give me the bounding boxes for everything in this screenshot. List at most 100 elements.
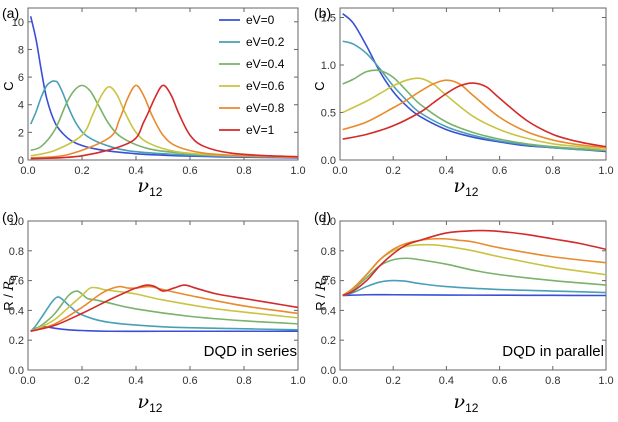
panel-b: (b) C 0.0 0.2 0.4 0.6 0.8 1.0 0.0 0.5 1.0 1.5 ν12 [312, 5, 614, 199]
x-tick-label: 0.2 [74, 375, 89, 387]
series-line-ev-0-6 [30, 286, 298, 333]
legend-entry: eV=0.8 [246, 101, 285, 115]
x-tick-label: 0.8 [545, 375, 560, 387]
panel-d: (d) R / Rq 0.0 0.2 0.4 0.6 0.8 1.00.00.20.40.… [313, 209, 614, 415]
panel-a-xlabel: ν12 [138, 175, 163, 199]
legend-entry: eV=1 [246, 123, 275, 137]
y-tick-label: 1.0 [9, 216, 24, 228]
x-tick-label: 1.0 [598, 375, 613, 387]
y-tick-label: 10 [12, 17, 24, 29]
panel-d-annotation: DQD in parallel [502, 343, 604, 360]
y-tick-label: 0.4 [9, 305, 24, 317]
series-line-ev-0-2 [342, 279, 606, 297]
panel-c-ylabel: R / Rq [1, 275, 19, 311]
y-tick-label: 0.0 [321, 155, 336, 167]
y-tick-label: 0 [18, 155, 24, 167]
series-line-ev-1 [342, 229, 606, 297]
panel-c-annotation: DQD in series [204, 343, 297, 360]
x-tick-label: 0.6 [182, 165, 197, 177]
panel-c-label: (c) [2, 209, 18, 225]
panel-c: (c) R / Rq 0.0 0.2 0.4 0.6 0.8 1.0 0.0 0.2 0.4 0.… [1, 209, 306, 415]
panel-d-label: (d) [314, 209, 331, 225]
series-line-ev-1 [342, 82, 606, 148]
x-tick-label: 0.6 [492, 165, 507, 177]
y-tick-label: 1.0 [321, 60, 336, 72]
panel-b-axes: 0.0 0.2 0.4 0.6 0.8 1.0 0.0 0.5 1.0 1.5 [321, 7, 614, 177]
x-tick-label: 0.8 [545, 165, 560, 177]
x-tick-label: 0.4 [128, 375, 143, 387]
x-tick-label: 0.8 [236, 165, 251, 177]
series-line-ev-1 [30, 284, 298, 333]
x-tick-label: 0.0 [20, 375, 35, 387]
panel-d-axes: 0.0 0.2 0.4 0.6 0.8 1.0 0.0 0.2 0.4 0.6 0.8 1.0 [321, 216, 614, 387]
panel-d-xlabel: ν12 [454, 391, 479, 415]
series-line-ev-1 [30, 84, 298, 160]
x-tick-label: 0.0 [332, 165, 347, 177]
y-tick-label: 4 [18, 100, 24, 112]
panel-d-ylabel: R / Rq [313, 275, 331, 311]
y-tick-label: 0.6 [321, 276, 336, 288]
panel-a-series [29, 16, 298, 160]
y-tick-label: 0.8 [9, 246, 24, 258]
x-tick-label: 0.8 [236, 375, 251, 387]
series-line-ev-0-8 [342, 237, 606, 297]
series-line-ev-0-2 [29, 80, 298, 159]
y-tick-label: 1.0 [321, 216, 336, 228]
x-tick-label: 0.0 [332, 375, 347, 387]
x-tick-label: 0.4 [439, 165, 454, 177]
y-tick-label: 2 [18, 127, 24, 139]
series-line-ev-0-4 [342, 69, 606, 152]
y-tick-label: 0.0 [321, 365, 336, 377]
legend-entry: eV=0.6 [246, 79, 285, 93]
x-tick-label: 0.4 [439, 375, 454, 387]
y-tick-label: 8 [18, 44, 24, 56]
legend: eV=0 eV=0.2 eV=0.4 eV=0.6 eV=0.8 eV=1 [219, 13, 285, 137]
x-tick-label: 1.0 [290, 165, 305, 177]
y-tick-label: 0.8 [321, 246, 336, 258]
panel-a-frame [27, 7, 299, 161]
series-line-ev-0 [342, 293, 606, 297]
panel-b-xlabel: ν12 [454, 175, 479, 199]
series-line-ev-0-2 [30, 296, 298, 332]
x-tick-label: 1.0 [290, 375, 305, 387]
legend-entry: eV=0 [246, 13, 275, 27]
y-tick-label: 0.5 [321, 108, 336, 120]
panel-b-frame [339, 7, 607, 161]
x-tick-label: 0.0 [20, 165, 35, 177]
x-tick-label: 0.2 [74, 165, 89, 177]
panel-d-series [342, 229, 606, 297]
series-line-ev-0-8 [30, 84, 298, 159]
series-line-ev-0-2 [342, 40, 606, 152]
y-tick-label: 6 [18, 72, 24, 84]
panel-b-series [342, 13, 606, 153]
y-tick-label: 0.4 [321, 305, 336, 317]
series-line-ev-0-4 [342, 257, 606, 297]
x-tick-label: 0.6 [182, 375, 197, 387]
panel-c-axes: 0.0 0.2 0.4 0.6 0.8 1.0 0.0 0.2 0.4 0.6 0.8 1.0 [9, 216, 306, 387]
x-tick-label: 0.6 [492, 375, 507, 387]
x-tick-label: 1.0 [598, 165, 613, 177]
y-tick-label: 0.2 [321, 335, 336, 347]
series-line-ev-0-8 [342, 79, 606, 149]
panel-b-label: (b) [314, 5, 331, 21]
series-line-ev-0-8 [30, 285, 298, 333]
panel-a-axes: 0.0 0.2 0.4 0.6 0.8 1.0 0 2 4 6 8 10 [12, 7, 306, 177]
panel-c-xlabel: ν12 [138, 391, 163, 415]
series-line-ev-0 [29, 16, 298, 159]
x-tick-label: 0.4 [128, 165, 143, 177]
panel-a: (a) C 0.0 0.2 0.4 0.6 0.8 1.0 0 2 4 6 8 10 ν12 [1, 5, 306, 199]
y-tick-label: 0.2 [9, 335, 24, 347]
series-line-ev-0-6 [30, 85, 298, 159]
panel-a-ylabel: C [1, 81, 16, 90]
series-line-ev-0-6 [342, 77, 606, 151]
panel-b-ylabel: C [312, 81, 327, 90]
series-line-ev-0-4 [30, 84, 298, 158]
panel-a-label: (a) [2, 5, 19, 21]
x-tick-label: 0.2 [386, 165, 401, 177]
panel-c-frame [27, 220, 299, 371]
y-tick-label: 0.0 [9, 365, 24, 377]
panel-c-series [30, 284, 298, 333]
series-line-ev-0-4 [30, 290, 298, 332]
x-tick-label: 0.2 [386, 375, 401, 387]
